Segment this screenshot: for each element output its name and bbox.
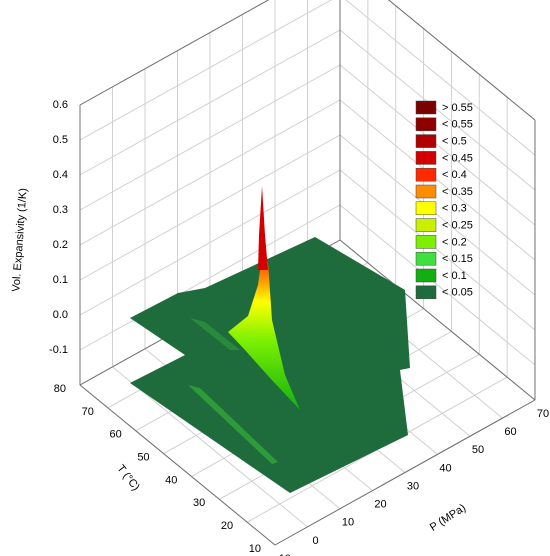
legend-swatch xyxy=(415,117,437,132)
legend-swatch xyxy=(415,167,437,182)
grid-line xyxy=(339,64,536,226)
y-tick-label: 50 xyxy=(472,444,484,456)
grid-line xyxy=(339,204,536,366)
z-tick-label: 0.0 xyxy=(53,309,68,321)
z-tick-label: 0.6 xyxy=(53,99,68,111)
legend-label: < 0.2 xyxy=(442,236,467,248)
legend-swatch xyxy=(415,100,437,115)
grid-line xyxy=(339,99,536,261)
x-tick-label: 70 xyxy=(82,406,94,418)
legend-label: < 0.35 xyxy=(442,186,473,198)
legend-label: < 0.55 xyxy=(442,119,473,131)
legend-label: < 0.1 xyxy=(442,270,467,282)
z-tick-label: 0.2 xyxy=(53,239,68,251)
legend-swatch xyxy=(415,218,437,232)
x-tick-label: 30 xyxy=(193,497,205,509)
z-tick-label: 0.4 xyxy=(53,169,68,181)
y-tick-label: 30 xyxy=(407,480,419,492)
legend-label: < 0.4 xyxy=(442,169,467,181)
x-tick-label: 50 xyxy=(137,451,149,463)
surface-streak xyxy=(188,385,278,464)
legend: > 0.55 < 0.55 < 0.5 < 0.45 < 0.4 < 0.35 < 0.3 <… xyxy=(415,100,473,300)
x-tick-label: 60 xyxy=(109,429,121,441)
grid-line xyxy=(112,366,308,528)
x-tick-label: 20 xyxy=(221,520,233,532)
surface-streak xyxy=(190,318,240,350)
grid-line xyxy=(345,0,536,156)
legend-swatch xyxy=(415,201,437,216)
box-edge xyxy=(387,0,536,121)
legend-swatch xyxy=(415,134,437,148)
legend-swatch xyxy=(415,268,437,283)
x-tick-label: 10 xyxy=(249,543,261,555)
box-edge xyxy=(79,384,276,546)
box-edge xyxy=(274,399,536,546)
y-axis-title: P (MPa) xyxy=(428,502,468,534)
z-tick-label: 0.5 xyxy=(53,134,68,146)
legend-swatch xyxy=(415,251,437,266)
surface-spike xyxy=(258,186,268,270)
y-tick-label: -10 xyxy=(275,553,291,556)
legend-label: < 0.05 xyxy=(442,287,473,299)
legend-swatch xyxy=(415,235,437,249)
surface-peak xyxy=(228,255,300,410)
legend-swatch xyxy=(415,285,437,300)
legend-label: < 0.15 xyxy=(442,253,473,265)
box-edge xyxy=(79,0,270,106)
z-axis-title: Vol. Expansivity (1/K) xyxy=(10,188,29,293)
legend-label: > 0.55 xyxy=(442,102,473,114)
grid-line xyxy=(339,134,536,296)
legend-swatch xyxy=(415,184,437,199)
x-tick-label: 80 xyxy=(54,383,66,395)
legend-swatch xyxy=(415,151,437,165)
y-tick-label: 60 xyxy=(504,426,516,438)
z-tick-label: 0.3 xyxy=(53,204,68,216)
grid-line xyxy=(339,29,536,191)
legend-label: < 0.5 xyxy=(442,136,467,148)
z-tick-label: -0.1 xyxy=(49,344,68,356)
box-edge xyxy=(339,239,536,401)
y-tick-label: 70 xyxy=(537,408,549,420)
x-tick-label: 40 xyxy=(165,474,177,486)
x-axis-title: T (°C) xyxy=(114,463,141,493)
y-tick-label: 40 xyxy=(439,462,451,474)
legend-label: < 0.25 xyxy=(442,220,473,232)
surface xyxy=(130,186,410,493)
z-tick-label: 0.1 xyxy=(53,274,68,286)
grid-line xyxy=(339,169,536,331)
y-tick-label: 10 xyxy=(342,517,354,529)
legend-label: < 0.3 xyxy=(442,203,467,215)
y-tick-label: 0 xyxy=(312,535,318,547)
y-tick-label: 20 xyxy=(374,499,386,511)
grid-line xyxy=(387,0,536,121)
legend-label: < 0.45 xyxy=(442,152,473,164)
